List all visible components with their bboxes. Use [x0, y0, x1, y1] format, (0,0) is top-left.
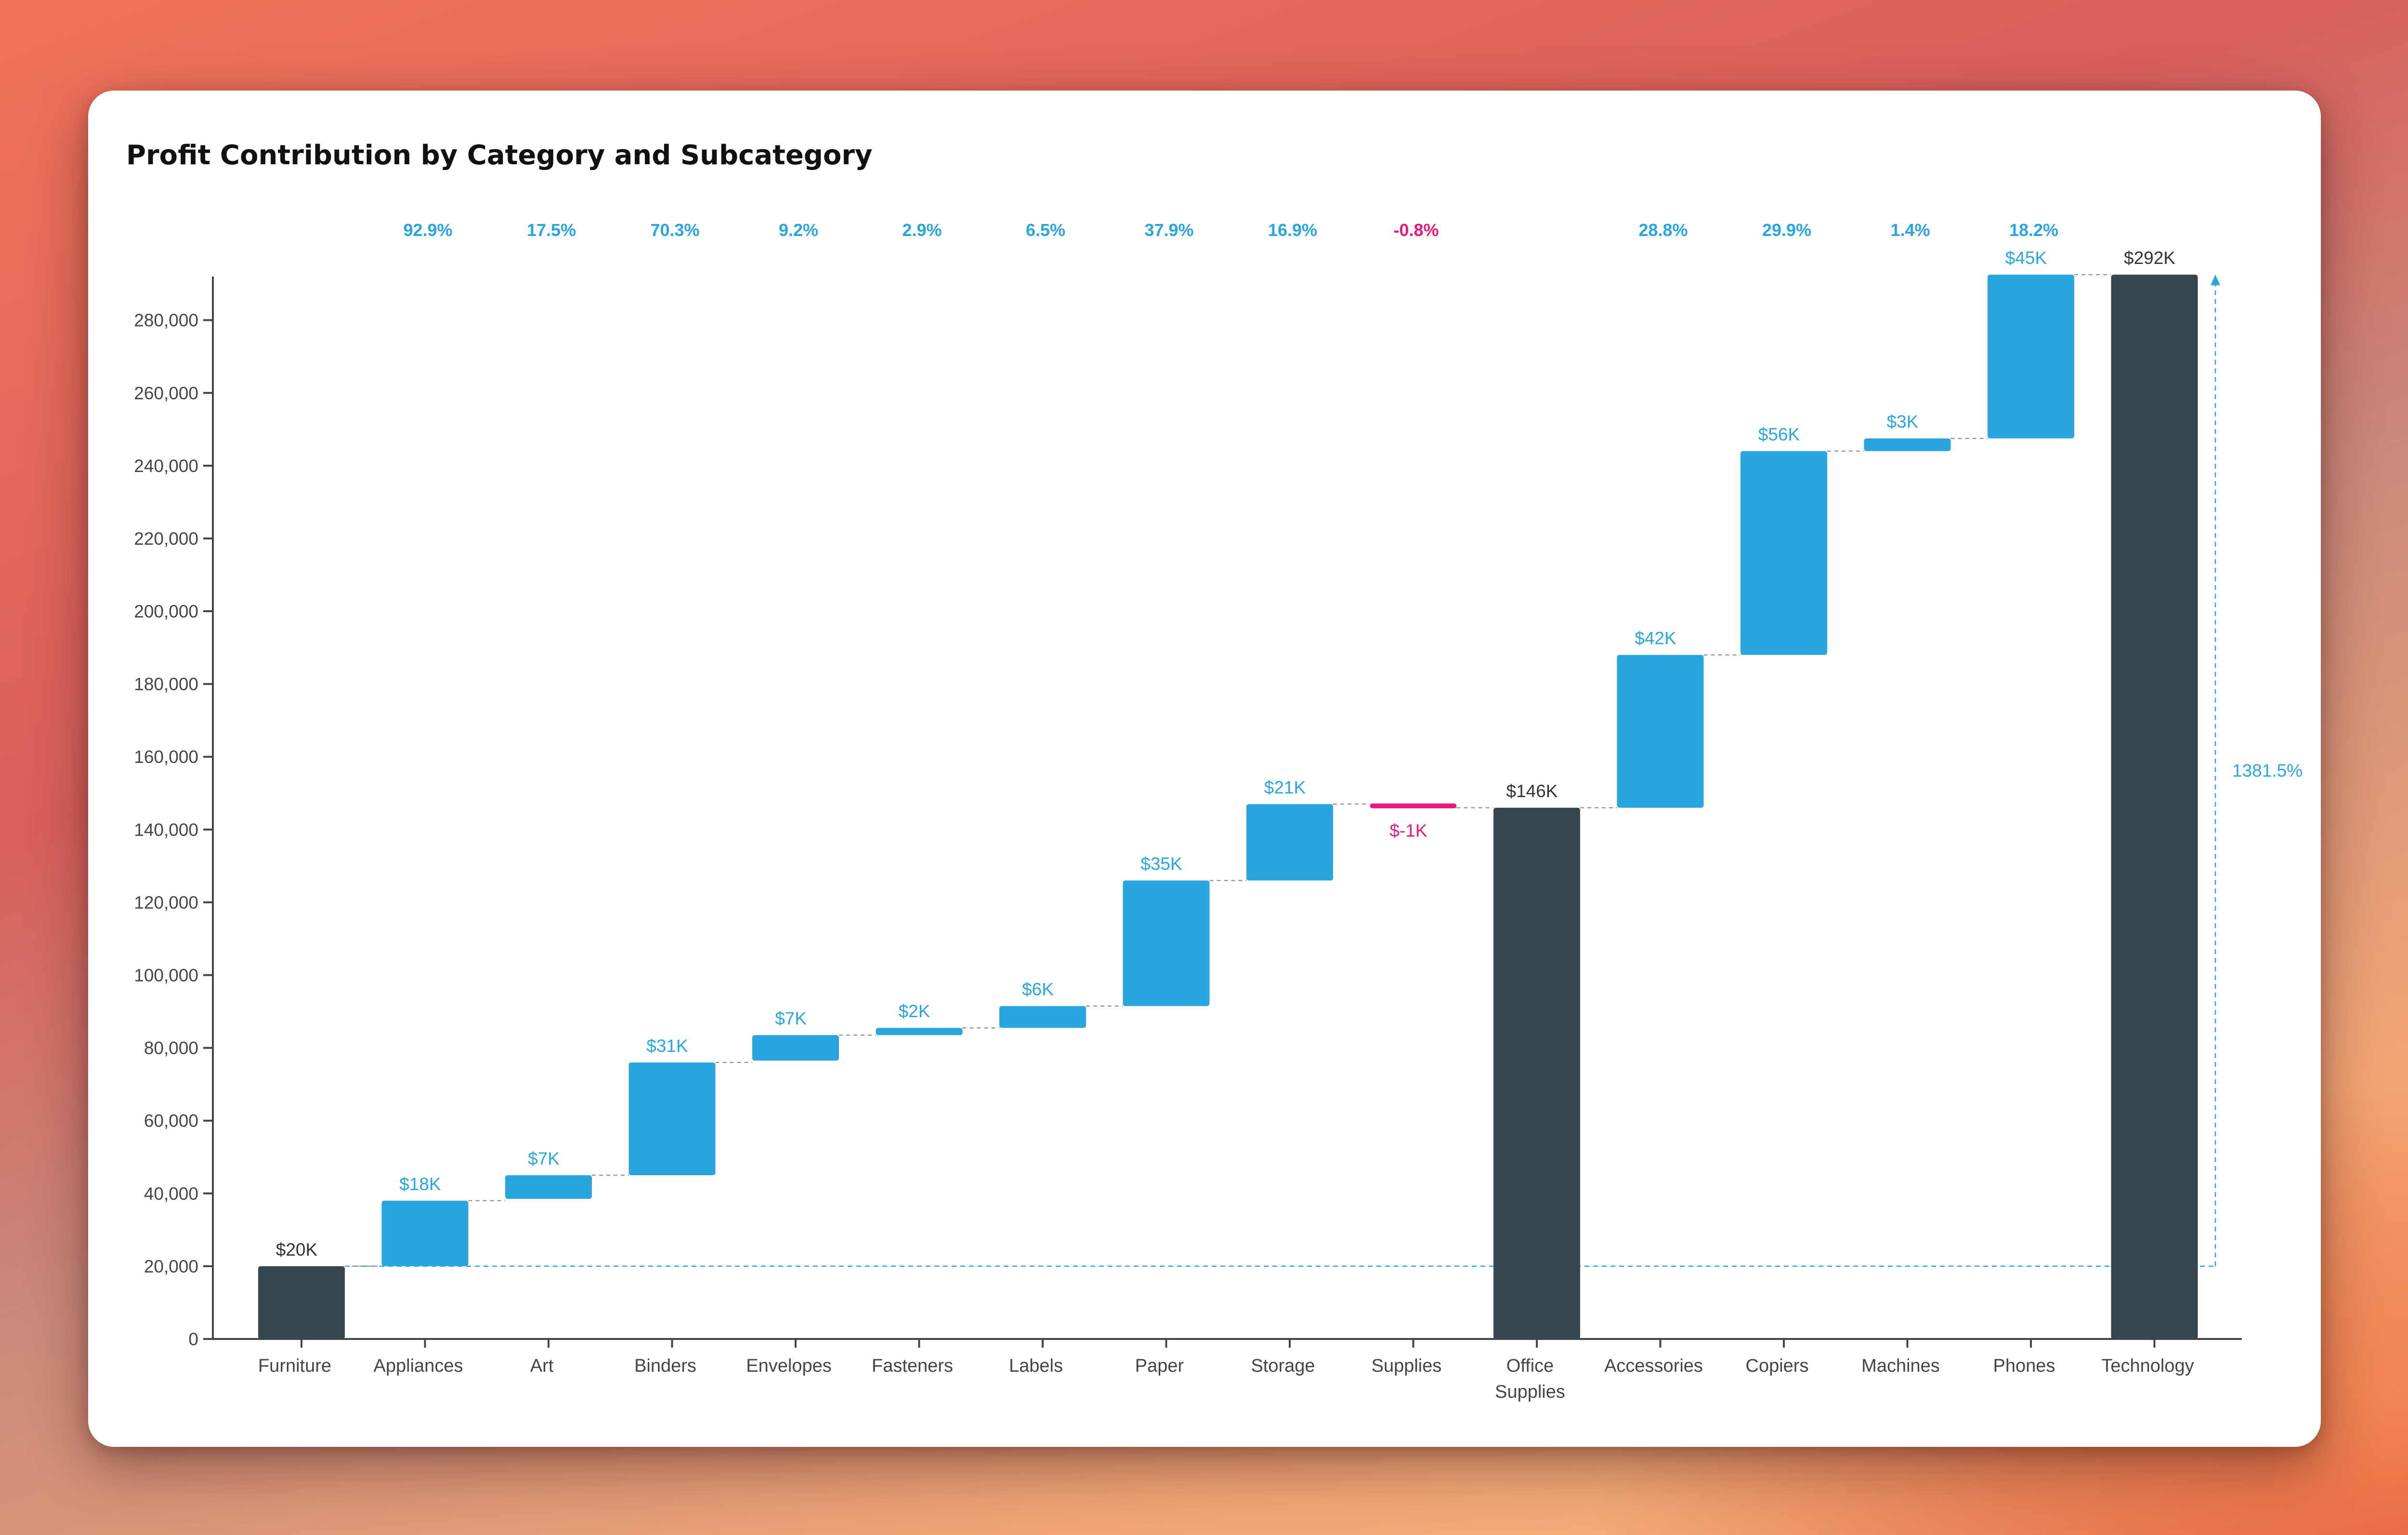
percent-label: 17.5% — [527, 220, 576, 240]
x-tick-label: Furniture — [258, 1356, 331, 1376]
value-label: $31K — [646, 1036, 688, 1056]
y-tick-label: 140,000 — [134, 820, 198, 840]
x-tick-label: Binders — [634, 1356, 696, 1376]
overall-change-label: 1381.5% — [2232, 761, 2303, 781]
y-tick-label: 40,000 — [144, 1184, 198, 1204]
x-tick-label: Appliances — [374, 1356, 463, 1376]
value-label: $21K — [1264, 777, 1306, 797]
y-tick-label: 20,000 — [144, 1257, 198, 1276]
bars — [258, 275, 2198, 1339]
y-tick-label: 80,000 — [144, 1038, 198, 1058]
y-tick-label: 160,000 — [134, 747, 198, 767]
y-tick-label: 280,000 — [134, 311, 198, 330]
value-label: $35K — [1140, 854, 1182, 874]
value-label: $292K — [2124, 248, 2175, 268]
percent-label: 37.9% — [1144, 220, 1193, 240]
y-tick-label: 260,000 — [134, 383, 198, 403]
value-label: $18K — [399, 1174, 441, 1194]
bar-office-supplies — [1493, 808, 1580, 1339]
x-tick-label: Supplies — [1372, 1356, 1442, 1376]
x-tick-label: Office — [1506, 1356, 1554, 1376]
y-tick-label: 100,000 — [134, 966, 198, 985]
value-label: $146K — [1506, 781, 1558, 801]
value-label: $3K — [1887, 412, 1919, 432]
value-label: $6K — [1022, 980, 1054, 999]
x-tick-label: Copiers — [1746, 1356, 1809, 1376]
x-tick-label: Paper — [1135, 1356, 1184, 1376]
y-tick-label: 120,000 — [134, 892, 198, 912]
x-tick-label: Labels — [1009, 1356, 1063, 1376]
percent-label: -0.8% — [1393, 220, 1439, 240]
bar-fasteners — [876, 1028, 963, 1036]
percent-label: 28.8% — [1638, 220, 1688, 240]
percent-label: 18.2% — [2009, 220, 2058, 240]
value-label: $7K — [528, 1149, 560, 1168]
bar-binders — [628, 1062, 716, 1176]
chart-title: Profit Contribution by Category and Subc… — [126, 140, 873, 171]
percent-label: 70.3% — [650, 220, 699, 240]
bar-accessories — [1617, 655, 1704, 808]
x-tick-label: Supplies — [1495, 1382, 1565, 1402]
bar-supplies — [1370, 803, 1457, 809]
value-label: $42K — [1635, 629, 1676, 648]
percent-label: 16.9% — [1268, 220, 1317, 240]
value-label: $7K — [775, 1009, 807, 1028]
axes: 0 20,000 40,000 60,000 80,000 100,000 120,000 1… — [134, 276, 2242, 1402]
bar-art — [505, 1175, 592, 1199]
bar-technology — [2111, 275, 2198, 1339]
percent-label: 29.9% — [1762, 220, 1811, 240]
bar-appliances — [381, 1200, 469, 1266]
y-tick-label: 180,000 — [134, 674, 198, 694]
percent-label: 92.9% — [403, 220, 452, 240]
connector-lines — [345, 274, 2220, 1267]
bar-labels — [999, 1006, 1086, 1028]
x-tick-label: Machines — [1861, 1356, 1940, 1376]
x-tick-label: Envelopes — [746, 1356, 831, 1376]
y-tick-label: 60,000 — [144, 1111, 198, 1131]
bar-furniture — [258, 1266, 345, 1339]
data-labels: 1381.5% $20K $18K 92.9% $7K 17.5% $31K 70.3% $7K… — [276, 220, 2303, 1259]
y-tick-label: 0 — [188, 1329, 198, 1349]
y-tick-label: 240,000 — [134, 456, 198, 476]
bar-machines — [1864, 438, 1951, 451]
value-label: $20K — [276, 1240, 318, 1259]
bar-storage — [1246, 804, 1333, 881]
bar-paper — [1123, 880, 1210, 1006]
x-tick-label: Art — [530, 1356, 554, 1376]
bar-envelopes — [752, 1035, 839, 1061]
x-tick-label: Fasteners — [872, 1356, 953, 1376]
y-tick-label: 220,000 — [134, 529, 198, 549]
percent-label: 6.5% — [1026, 220, 1065, 240]
y-tick-label: 200,000 — [134, 602, 198, 621]
bar-copiers — [1741, 451, 1827, 655]
percent-label: 9.2% — [779, 220, 818, 240]
x-tick-label: Accessories — [1604, 1356, 1703, 1376]
x-tick-label: Technology — [2101, 1356, 2194, 1376]
value-label: $56K — [1758, 425, 1800, 445]
bar-phones — [1988, 275, 2074, 439]
overall-change-arrow — [2211, 275, 2220, 286]
value-label: $45K — [2005, 248, 2047, 268]
percent-label: 1.4% — [1890, 220, 1930, 240]
x-tick-label: Phones — [1993, 1356, 2055, 1376]
percent-label: 2.9% — [902, 220, 942, 240]
value-label: $-1K — [1389, 821, 1427, 840]
value-label: $2K — [899, 1001, 930, 1021]
x-tick-label: Storage — [1251, 1356, 1315, 1376]
